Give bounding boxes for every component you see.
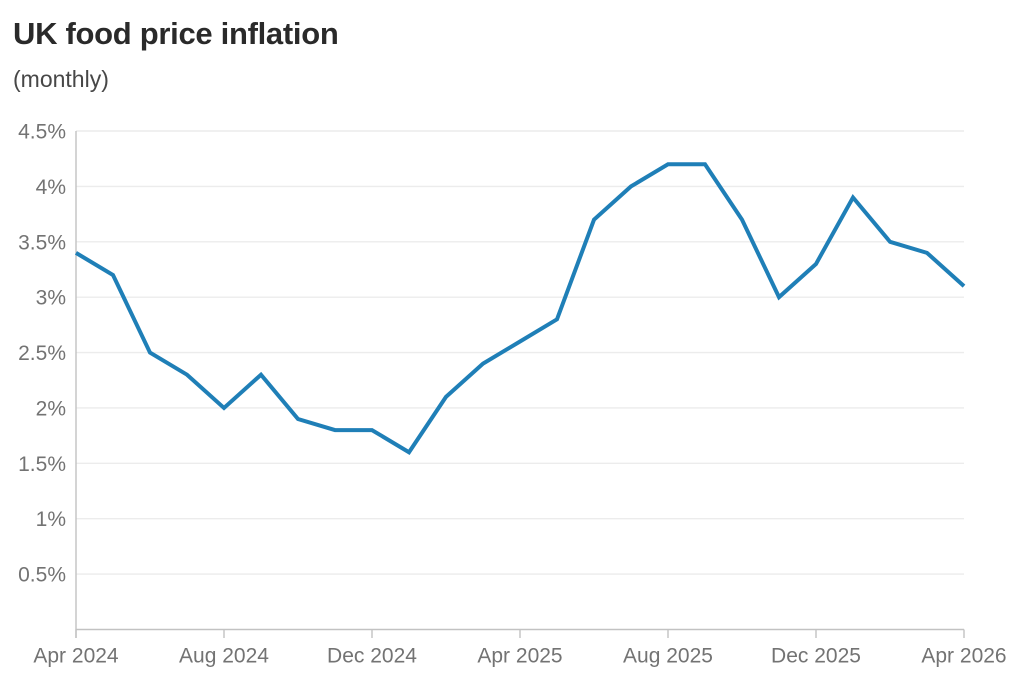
x-axis-tick-label: Dec 2025	[771, 645, 861, 668]
x-axis-tick-label: Dec 2024	[327, 645, 417, 668]
chart-title: UK food price inflation	[13, 16, 339, 51]
y-axis-tick-label: 2%	[36, 397, 66, 420]
x-axis-tick-label: Apr 2024	[33, 645, 119, 668]
y-axis-tick-label: 1.5%	[18, 453, 66, 476]
y-axis-tick-label: 4.5%	[18, 121, 66, 144]
y-axis-tick-label: 3.5%	[18, 231, 66, 254]
chart-subtitle: (monthly)	[13, 66, 109, 92]
y-axis-tick-label: 3%	[36, 287, 66, 310]
y-axis-tick-label: 1%	[36, 508, 66, 531]
y-axis-tick-label: 0.5%	[18, 564, 66, 587]
y-axis-tick-label: 2.5%	[18, 342, 66, 365]
inflation-series-line	[74, 162, 966, 455]
x-axis-tick-label: Aug 2025	[623, 645, 713, 668]
x-axis-tick-label: Apr 2025	[477, 645, 562, 668]
x-axis-tick-label: Aug 2024	[179, 645, 269, 668]
x-axis-tick-label: Apr 2026	[921, 645, 1006, 668]
y-axis-tick-label: 4%	[36, 176, 66, 199]
